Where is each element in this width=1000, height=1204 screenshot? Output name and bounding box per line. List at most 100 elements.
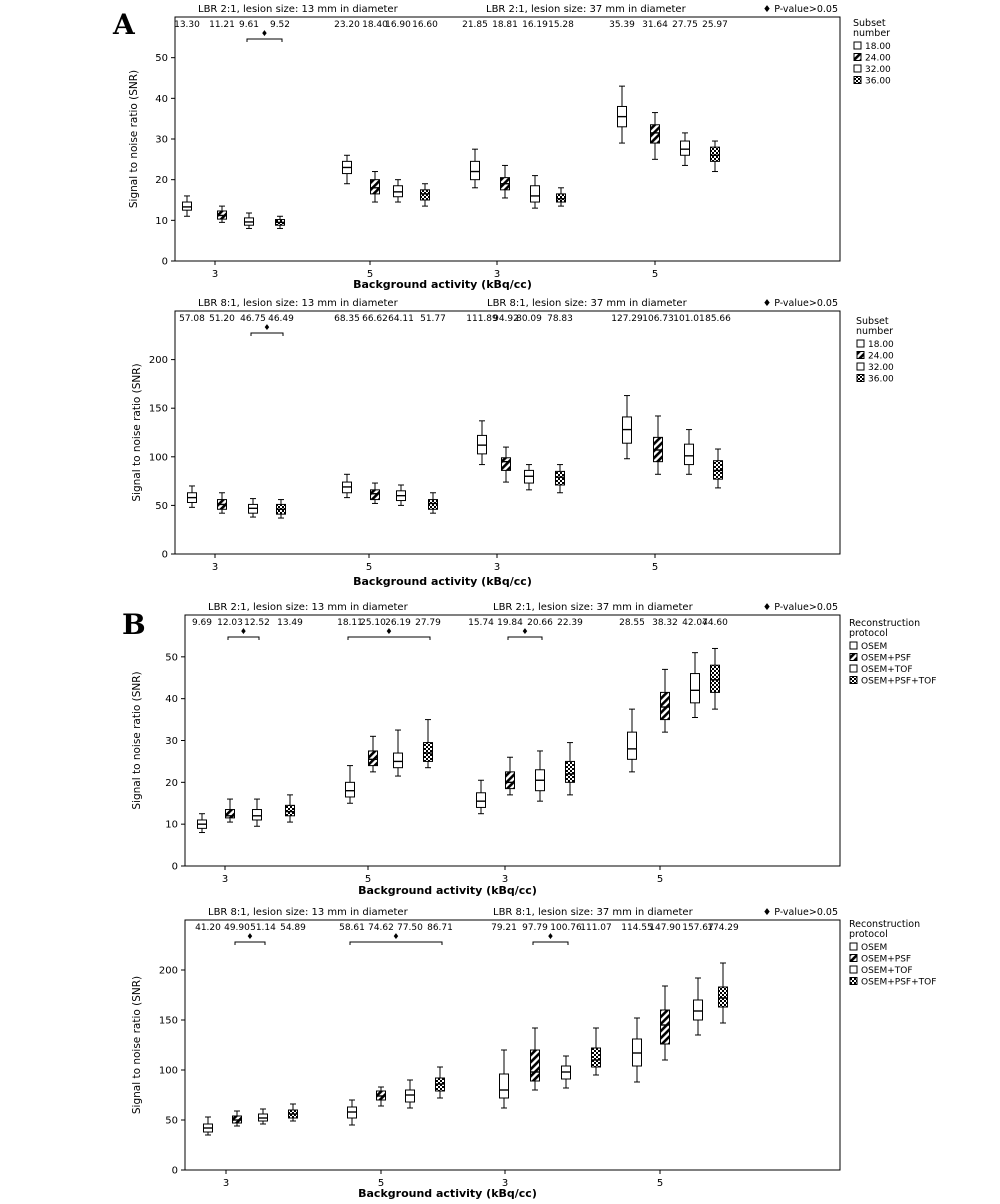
mean-label: 27.79 bbox=[415, 618, 441, 628]
box bbox=[428, 499, 438, 510]
box bbox=[690, 673, 700, 704]
x-axis-title: Background activity (kBq/cc) bbox=[358, 1187, 537, 1200]
legend-title: number bbox=[856, 326, 893, 337]
legend-entry: OSEM+TOF bbox=[861, 665, 913, 675]
legend-title: Reconstruction bbox=[849, 618, 920, 629]
y-tick-label: 10 bbox=[155, 216, 168, 227]
mean-label: 86.71 bbox=[427, 923, 453, 933]
x-tick-label: 3 bbox=[494, 269, 500, 280]
legend-entry: OSEM+PSF bbox=[861, 654, 911, 664]
box bbox=[182, 201, 192, 211]
mean-label: 26.19 bbox=[385, 618, 411, 628]
pvalue-note: ♦ P-value>0.05 bbox=[763, 907, 838, 918]
mean-label: 11.21 bbox=[209, 20, 235, 30]
y-tick-label: 0 bbox=[162, 257, 168, 268]
significance-marker: ♦ bbox=[263, 323, 270, 332]
y-tick-label: 50 bbox=[165, 652, 178, 663]
mean-label: 46.75 bbox=[240, 314, 266, 324]
significance-bracket bbox=[250, 332, 284, 336]
significance-bracket bbox=[347, 636, 431, 640]
box bbox=[393, 752, 403, 769]
mean-label: 13.30 bbox=[174, 20, 200, 30]
y-tick-label: 100 bbox=[159, 1066, 178, 1077]
box bbox=[470, 160, 480, 181]
y-tick-label: 40 bbox=[155, 94, 168, 105]
mean-label: 27.75 bbox=[672, 20, 698, 30]
y-tick-label: 50 bbox=[165, 1116, 178, 1127]
legend-entry: OSEM bbox=[861, 943, 887, 953]
mean-label: 106.73 bbox=[642, 314, 674, 324]
mean-label: 49.90 bbox=[224, 923, 250, 933]
legend-entry: 18.00 bbox=[868, 340, 894, 350]
chart-b-top: 0 10 20 30 40 50 Signal to noise ratio (SNR) Ba… bbox=[131, 602, 936, 897]
mean-label: 31.64 bbox=[642, 20, 668, 30]
mean-label: 97.79 bbox=[522, 923, 548, 933]
mean-label: 9.69 bbox=[192, 618, 212, 628]
mean-label: 114.55 bbox=[621, 923, 653, 933]
mean-label: 46.49 bbox=[268, 314, 294, 324]
significance-marker: ♦ bbox=[385, 627, 392, 636]
box bbox=[660, 691, 670, 721]
mean-label: 57.08 bbox=[179, 314, 205, 324]
pvalue-note: ♦ P-value>0.05 bbox=[763, 602, 838, 613]
legend-title: protocol bbox=[849, 628, 888, 639]
pvalue-note: ♦ P-value>0.05 bbox=[763, 4, 838, 15]
legend-entry: OSEM+TOF bbox=[861, 966, 913, 976]
y-tick-label: 40 bbox=[165, 694, 178, 705]
legend-swatch bbox=[849, 965, 858, 974]
y-tick-label: 150 bbox=[159, 1016, 178, 1027]
group-title: LBR 2:1, lesion size: 13 mm in diameter bbox=[208, 602, 409, 613]
legend-entry: 18.00 bbox=[865, 42, 891, 52]
box bbox=[565, 760, 575, 783]
legend-swatch bbox=[853, 53, 862, 61]
box bbox=[420, 189, 430, 201]
mean-label: 68.35 bbox=[334, 314, 360, 324]
x-tick-label: 5 bbox=[366, 562, 372, 573]
x-tick-label: 5 bbox=[657, 874, 663, 885]
legend-entry: 24.00 bbox=[868, 352, 894, 362]
legend-title: Subset bbox=[856, 316, 889, 327]
mean-label: 64.11 bbox=[388, 314, 414, 324]
legend-swatch bbox=[853, 41, 862, 50]
box bbox=[718, 986, 728, 1008]
mean-label: 35.39 bbox=[609, 20, 635, 30]
y-tick-label: 30 bbox=[155, 135, 168, 146]
significance-marker: ♦ bbox=[261, 29, 268, 38]
x-tick-label: 5 bbox=[652, 269, 658, 280]
y-tick-label: 0 bbox=[172, 1166, 178, 1177]
x-tick-label: 5 bbox=[657, 1178, 663, 1189]
box bbox=[627, 731, 637, 760]
x-tick-label: 3 bbox=[222, 874, 228, 885]
box bbox=[710, 664, 720, 693]
group-title: LBR 8:1, lesion size: 13 mm in diameter bbox=[198, 298, 399, 309]
box bbox=[710, 146, 720, 162]
mean-label: 15.74 bbox=[468, 618, 494, 628]
box bbox=[476, 792, 486, 808]
legend-entry: 32.00 bbox=[865, 65, 891, 75]
box bbox=[285, 804, 295, 817]
significance-marker: ♦ bbox=[392, 932, 399, 941]
legend-swatch bbox=[849, 653, 858, 661]
box bbox=[530, 1049, 540, 1082]
box bbox=[530, 185, 540, 203]
mean-label: 9.61 bbox=[239, 20, 259, 30]
x-tick-label: 3 bbox=[212, 269, 218, 280]
mean-label: 80.09 bbox=[516, 314, 542, 324]
box bbox=[556, 193, 566, 203]
box bbox=[345, 781, 355, 798]
significance-bracket bbox=[246, 38, 283, 42]
group-title: LBR 8:1, lesion size: 13 mm in diameter bbox=[208, 907, 409, 918]
legend-title: number bbox=[853, 28, 890, 39]
legend-entry: 24.00 bbox=[865, 54, 891, 64]
mean-label: 23.20 bbox=[334, 20, 360, 30]
mean-label: 58.61 bbox=[339, 923, 365, 933]
legend-swatch bbox=[856, 351, 865, 359]
mean-label: 101.01 bbox=[673, 314, 705, 324]
mean-label: 38.32 bbox=[652, 618, 678, 628]
mean-label: 51.20 bbox=[209, 314, 235, 324]
group-title: LBR 2:1, lesion size: 37 mm in diameter bbox=[486, 4, 687, 15]
x-tick-label: 3 bbox=[494, 562, 500, 573]
legend-swatch bbox=[849, 676, 858, 684]
y-axis-title: Signal to noise ratio (SNR) bbox=[131, 976, 143, 1114]
mean-label: 42.07 bbox=[682, 618, 708, 628]
